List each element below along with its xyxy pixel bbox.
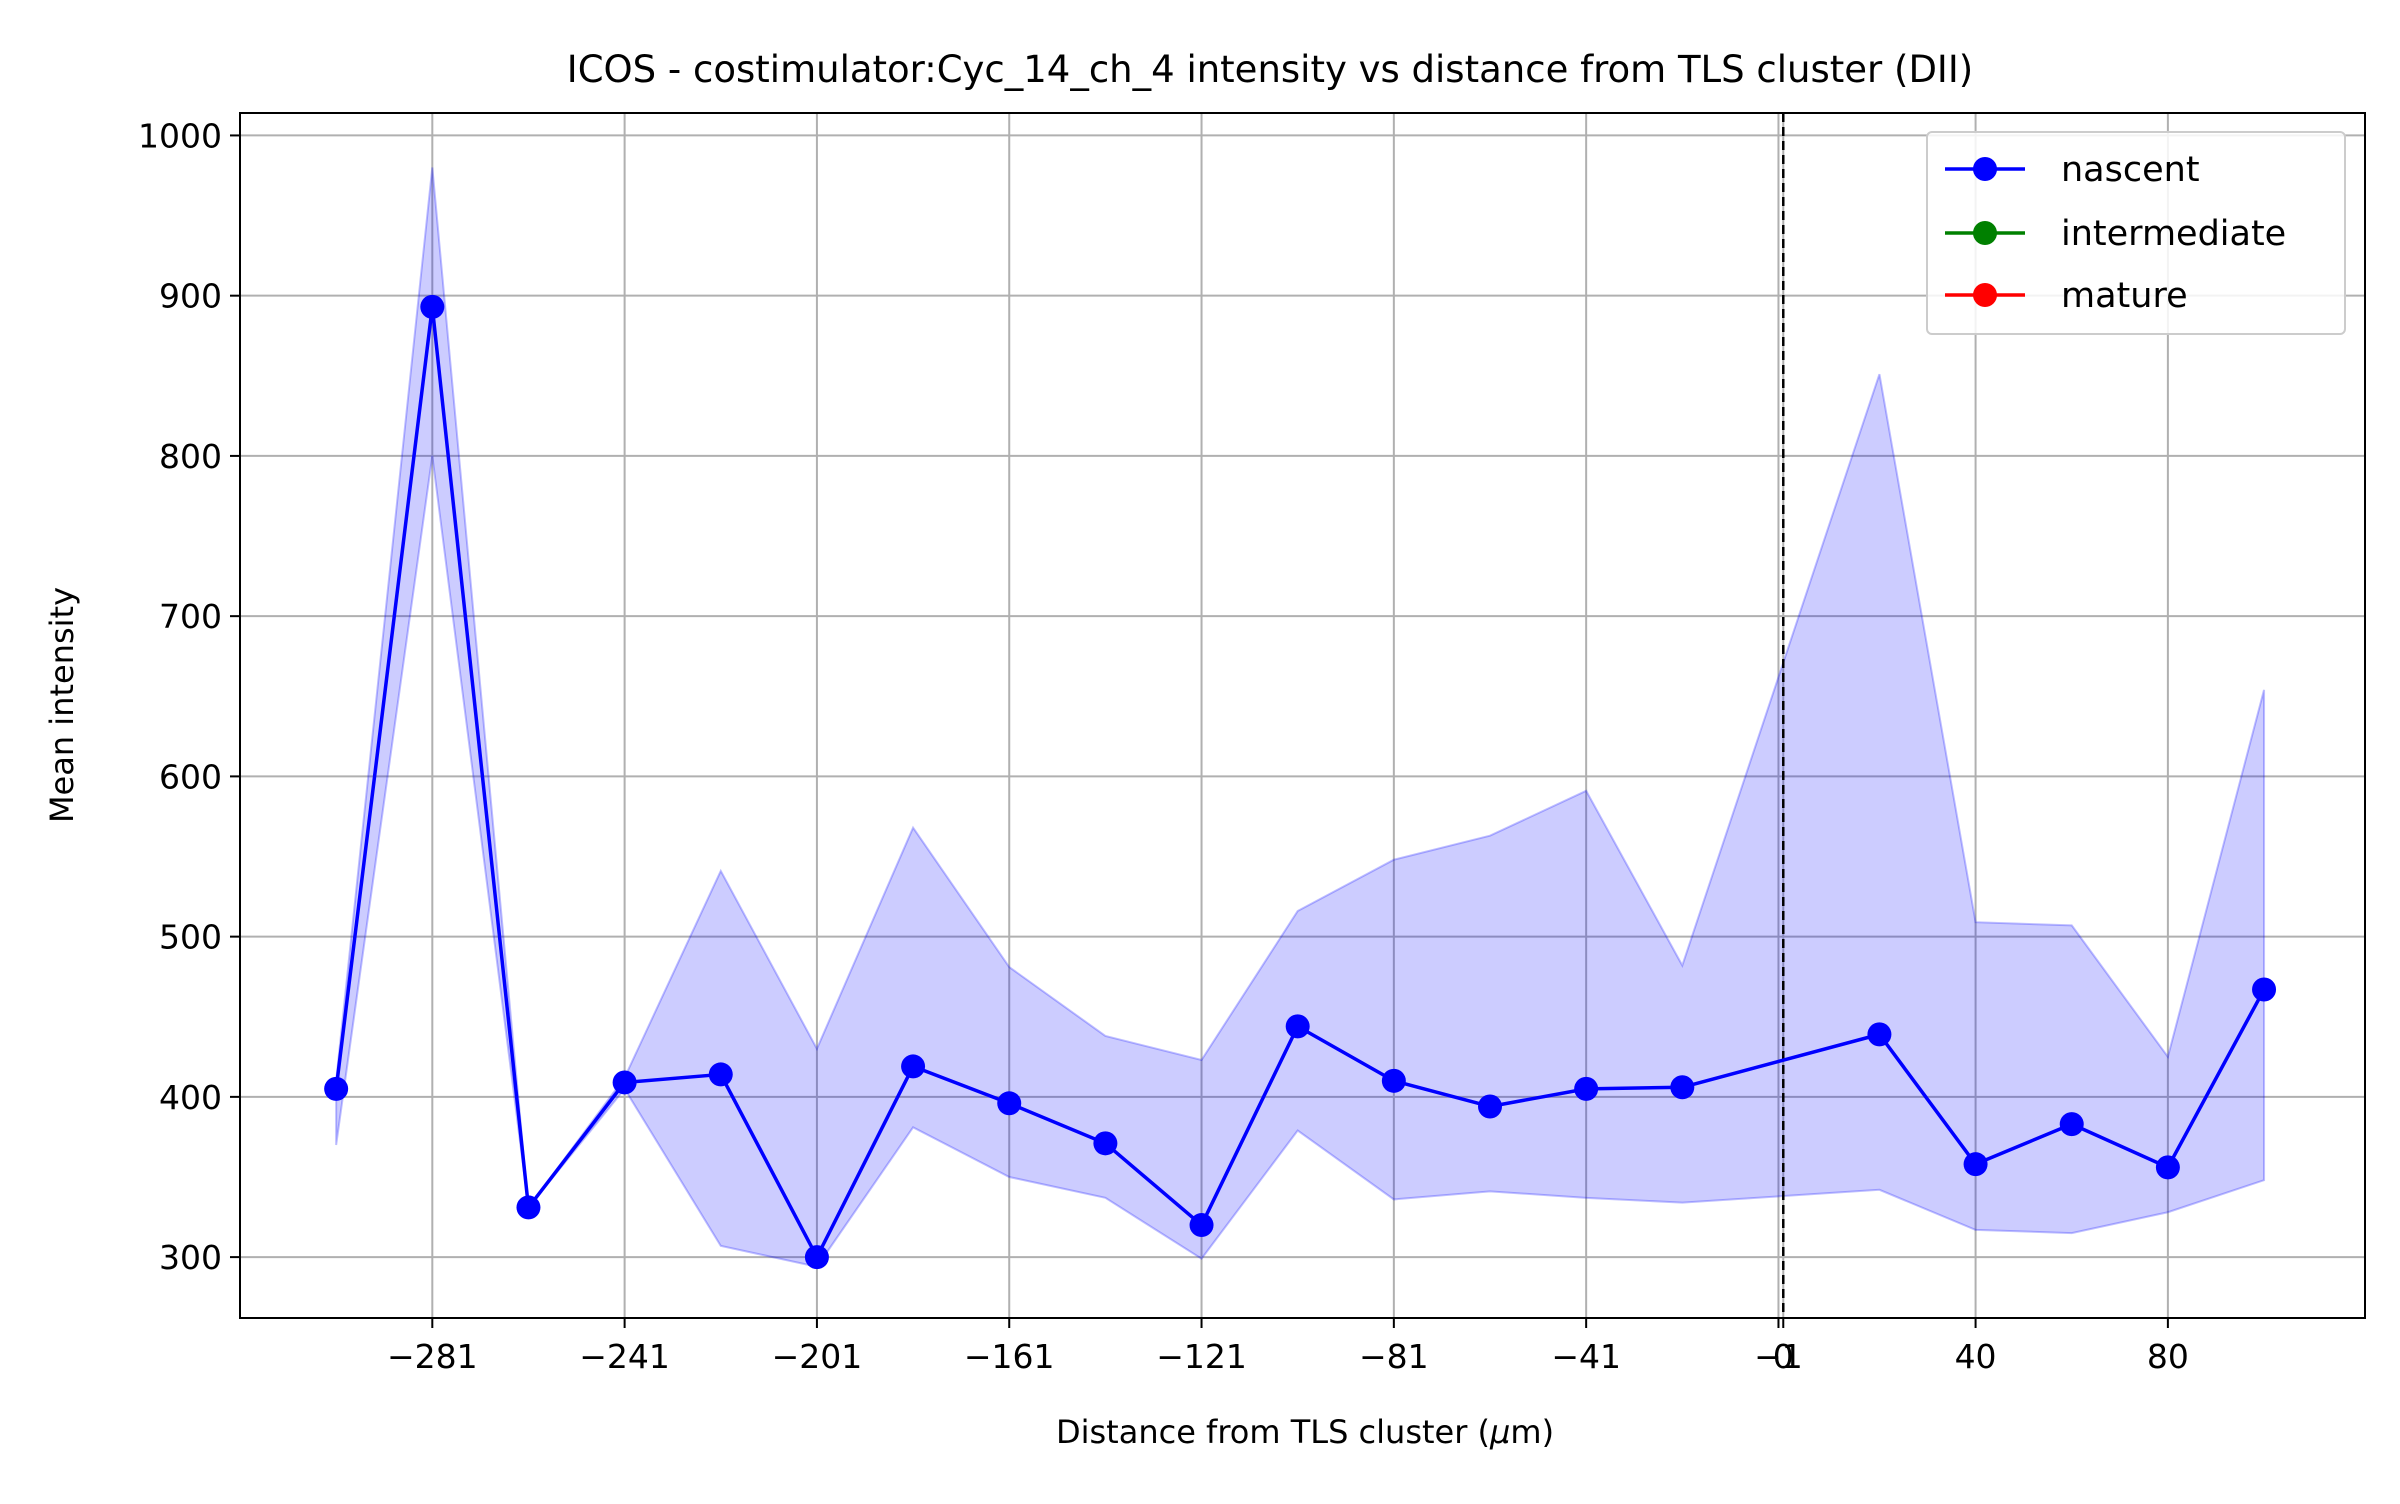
- legend-entry-intermediate: intermediate: [1945, 214, 2286, 254]
- y-tick-label: 900: [159, 277, 222, 316]
- data-point-nascent: [2155, 1155, 2180, 1180]
- data-point-nascent: [1963, 1152, 1988, 1177]
- x-tick-label: 40: [1955, 1337, 1997, 1376]
- data-point-nascent: [1574, 1076, 1599, 1101]
- x-tick-label: −161: [964, 1337, 1055, 1376]
- legend-label-nascent: nascent: [2061, 150, 2200, 190]
- x-tick-label: 0: [1773, 1337, 1794, 1376]
- plot-frame: [239, 112, 2366, 1319]
- data-point-nascent: [708, 1062, 733, 1087]
- data-point-nascent: [1189, 1213, 1214, 1238]
- y-tick-label: 400: [159, 1078, 222, 1117]
- x-tick-label: −121: [1156, 1337, 1247, 1376]
- legend-marker-mature: [1973, 283, 1997, 307]
- band-layer: [335, 167, 2266, 1268]
- data-point-nascent: [1381, 1068, 1406, 1093]
- confidence-band-nascent: [335, 167, 2266, 1268]
- data-point-nascent: [2059, 1112, 2084, 1137]
- legend-entry-nascent: nascent: [1945, 150, 2200, 190]
- y-tick-label: 1000: [138, 116, 222, 155]
- data-point-nascent: [2252, 977, 2277, 1002]
- data-point-nascent: [516, 1195, 541, 1220]
- data-point-nascent: [324, 1076, 349, 1101]
- y-tick-label: 600: [159, 757, 222, 796]
- x-tick-label: −201: [772, 1337, 863, 1376]
- x-tick-label: −81: [1359, 1337, 1429, 1376]
- legend-label-intermediate: intermediate: [2061, 214, 2286, 254]
- data-point-nascent: [420, 294, 445, 319]
- legend: nascent intermediate mature: [1926, 131, 2346, 335]
- x-tick-label: −281: [387, 1337, 478, 1376]
- y-axis-label: Mean intensity: [43, 587, 81, 823]
- marker-layer: [324, 294, 2277, 1270]
- y-tick-label: 700: [159, 597, 222, 636]
- legend-label-mature: mature: [2061, 276, 2188, 316]
- y-tick-label: 300: [159, 1238, 222, 1277]
- series-line-nascent: [334, 305, 2266, 1259]
- data-point-nascent: [804, 1245, 829, 1270]
- data-point-nascent: [1867, 1022, 1892, 1047]
- x-axis-ticks: −281 −241 −201 −161 −121 −81 −41 −10 40 80: [387, 1318, 2189, 1376]
- data-point-nascent: [1670, 1075, 1695, 1100]
- x-tick-label: 80: [2147, 1337, 2189, 1376]
- data-point-nascent: [997, 1091, 1022, 1116]
- data-point-nascent: [1285, 1014, 1310, 1039]
- x-axis-label: Distance from TLS cluster (μm): [1056, 1413, 1554, 1451]
- chart-title: ICOS - costimulator:Cyc_14_ch_4 intensit…: [567, 48, 1973, 91]
- legend-box: [1926, 131, 2346, 335]
- y-axis-ticks: 300 400 500 600 700 800 900 1000: [138, 116, 240, 1277]
- x-tick-label: −1: [1754, 1337, 1803, 1376]
- data-point-nascent: [612, 1070, 637, 1095]
- legend-entry-mature: mature: [1945, 276, 2188, 316]
- legend-marker-intermediate: [1973, 221, 1997, 245]
- data-point-nascent: [1093, 1131, 1118, 1156]
- y-tick-label: 500: [159, 918, 222, 957]
- data-point-nascent: [901, 1054, 926, 1079]
- line-layer: [334, 305, 2266, 1259]
- data-point-nascent: [1478, 1094, 1502, 1119]
- y-tick-label: 800: [159, 437, 222, 476]
- x-tick-label: −41: [1551, 1337, 1621, 1376]
- legend-marker-nascent: [1973, 157, 1997, 181]
- x-tick-label: −241: [579, 1337, 670, 1376]
